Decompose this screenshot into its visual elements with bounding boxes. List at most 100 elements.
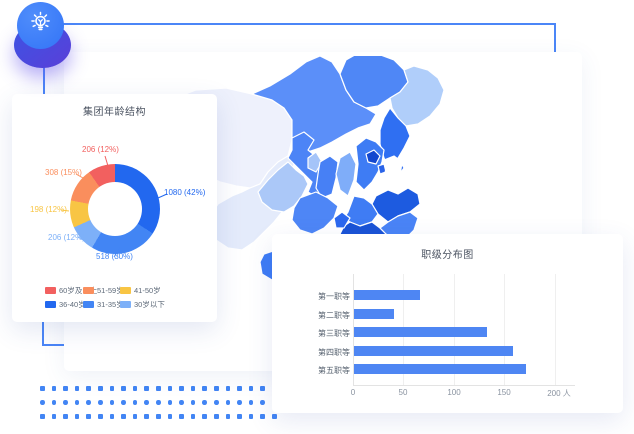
decor-dot [167, 414, 173, 419]
decor-dot [109, 414, 115, 419]
connector-line-top-drop [554, 23, 556, 54]
legend-item-31-35[interactable]: 31-35岁 [83, 299, 124, 310]
legend-item-41-50[interactable]: 41-50岁 [120, 285, 161, 296]
decor-dot [167, 386, 173, 391]
legend-label: 51-59岁 [97, 286, 124, 295]
decor-dot [109, 386, 115, 391]
decor-dot [63, 414, 68, 419]
donut-card-title: 集团年龄结构 [83, 107, 146, 118]
bar-card-title: 职级分布图 [421, 250, 474, 261]
connector-line-top [60, 23, 556, 25]
decor-dot [132, 386, 138, 391]
bar-rank-1[interactable] [354, 290, 420, 300]
decor-dot [179, 414, 184, 419]
donut-label-31-35: 518 (30%) [96, 252, 133, 261]
decor-dot [86, 414, 91, 419]
region-beijing [365, 149, 381, 165]
bar-category-label: 第五职等 [318, 365, 350, 375]
decor-dot [98, 400, 103, 405]
region-sichuan [291, 191, 339, 235]
decor-dot [98, 414, 103, 419]
decor-dot [98, 386, 103, 391]
gridline-200 [555, 274, 556, 385]
decor-dot [156, 414, 161, 419]
decor-dot [132, 414, 138, 419]
decor-dot [202, 400, 207, 405]
legend-swatch [120, 287, 131, 294]
decor-dot [260, 400, 265, 405]
bar-rank-5[interactable] [354, 364, 526, 374]
x-tick-50: 50 [398, 388, 408, 397]
connector-line-badge [43, 45, 45, 96]
decor-dot [121, 400, 126, 405]
bar-category-label: 第一职等 [318, 291, 350, 301]
x-tick-0: 0 [350, 388, 356, 397]
region-shaanxi [315, 155, 339, 199]
decor-dot [51, 414, 57, 419]
legend-item-51-59[interactable]: 51-59岁 [83, 285, 124, 296]
region-jilin [389, 65, 445, 127]
bar-rank-3[interactable] [354, 327, 488, 337]
decor-dot [156, 400, 161, 405]
decor-dot [225, 414, 231, 419]
decor-dot [121, 386, 126, 391]
decor-dot [63, 386, 68, 391]
region-inner-mongolia [251, 56, 377, 153]
donut-label-41-50: 198 (12%) [30, 205, 67, 214]
decor-dot [86, 386, 91, 391]
bar-category-label: 第四职等 [318, 347, 350, 357]
legend-swatch [45, 301, 56, 308]
rank-distribution-card: 职级分布图 第一职等 第二职等 第三职等 第四职等 第五职等 0 50 100 … [272, 234, 623, 413]
decor-dot [63, 400, 68, 405]
decor-dot [272, 414, 277, 419]
region-hebei [355, 137, 385, 191]
decor-dot [74, 414, 80, 419]
bar-chart-y-axis [353, 274, 354, 385]
bohai-bay [383, 155, 403, 187]
decor-dot [225, 386, 231, 391]
donut-label-36-40: 1080 (42%) [164, 188, 206, 197]
region-henan [343, 195, 379, 227]
decor-dot [225, 400, 231, 405]
lightbulb-icon [27, 10, 54, 42]
legend-swatch [83, 287, 94, 294]
bar-category-label: 第三职等 [318, 328, 350, 338]
x-tick-150: 150 [497, 388, 511, 397]
decor-dot [237, 414, 242, 419]
legend-label: 60岁及以上 [59, 286, 98, 295]
decor-dot [74, 400, 80, 405]
legend-item-over-60[interactable]: 60岁及以上 [45, 285, 97, 296]
decor-dot [190, 400, 196, 405]
legend-item-under-30[interactable]: 30岁以下 [120, 299, 165, 310]
legend-item-36-40[interactable]: 36-40岁 [45, 299, 86, 310]
decor-dot [144, 400, 149, 405]
decor-dot [179, 386, 184, 391]
decor-dot [51, 386, 57, 391]
legend-swatch [83, 301, 94, 308]
decor-dot [167, 400, 173, 405]
legend-label: 36-40岁 [59, 300, 86, 309]
bar-rank-2[interactable] [354, 309, 395, 319]
x-tick-200: 200 人 [547, 389, 571, 398]
badge-circle [17, 2, 64, 49]
decor-dot [40, 414, 45, 419]
decor-dot [86, 400, 91, 405]
decor-dot [40, 386, 45, 391]
bar-category-label: 第二职等 [318, 310, 350, 320]
decor-dot [248, 386, 254, 391]
decor-dot [248, 414, 254, 419]
decor-dot [214, 414, 219, 419]
x-tick-100: 100 [447, 388, 461, 397]
decor-dot [40, 400, 45, 405]
decor-dot [237, 386, 242, 391]
legend-label: 31-35岁 [97, 300, 124, 309]
decor-dot [260, 386, 265, 391]
decor-dot [190, 414, 196, 419]
donut-hole [88, 182, 142, 236]
region-chongqing [333, 211, 351, 229]
decor-dot [74, 386, 80, 391]
legend-swatch [45, 287, 56, 294]
gridline-150 [504, 274, 505, 385]
bar-rank-4[interactable] [354, 346, 513, 356]
